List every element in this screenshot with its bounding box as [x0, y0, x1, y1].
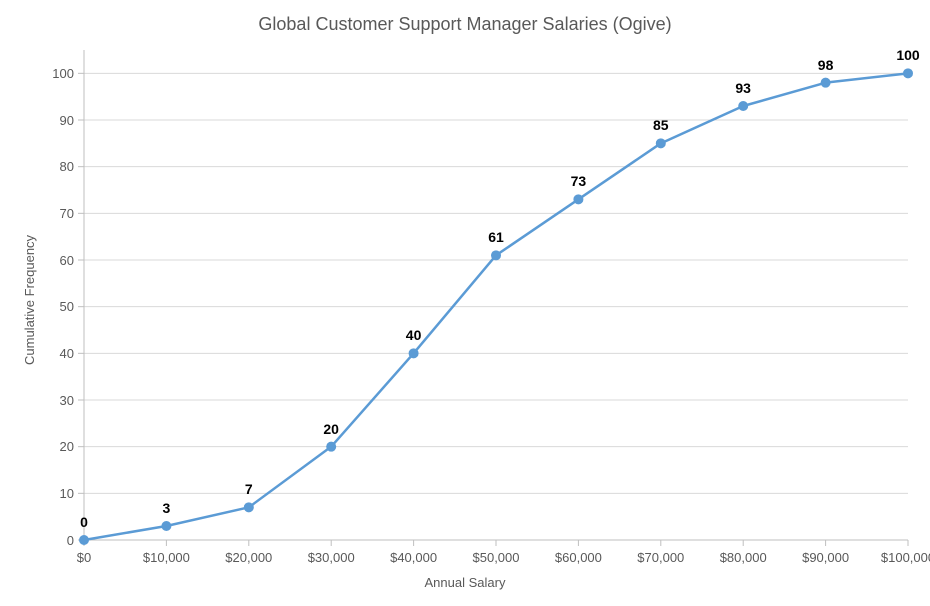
x-tick-label: $50,000	[473, 550, 520, 565]
data-point-label: 73	[571, 173, 587, 189]
y-tick-label: 80	[60, 159, 74, 174]
y-tick-label: 90	[60, 113, 74, 128]
data-point-label: 20	[323, 421, 339, 437]
x-tick-label: $70,000	[637, 550, 684, 565]
data-point-label: 0	[80, 514, 88, 530]
y-tick-label: 70	[60, 206, 74, 221]
x-tick-label: $90,000	[802, 550, 849, 565]
data-point-label: 40	[406, 327, 422, 343]
y-tick-label: 30	[60, 393, 74, 408]
data-point-label: 98	[818, 57, 834, 73]
x-tick-label: $60,000	[555, 550, 602, 565]
y-tick-label: 40	[60, 346, 74, 361]
chart-container: Global Customer Support Manager Salaries…	[0, 0, 930, 606]
y-tick-label: 20	[60, 439, 74, 454]
data-point-label: 7	[245, 481, 253, 497]
data-point-label: 85	[653, 117, 669, 133]
x-tick-label: $10,000	[143, 550, 190, 565]
x-tick-label: $20,000	[225, 550, 272, 565]
data-point-label: 61	[488, 229, 504, 245]
x-tick-label: $80,000	[720, 550, 767, 565]
data-point-label: 93	[735, 80, 751, 96]
x-tick-label: $40,000	[390, 550, 437, 565]
data-point-label: 3	[162, 500, 170, 516]
data-point-label: 100	[896, 47, 919, 63]
plot-svg	[0, 0, 930, 606]
x-tick-label: $100,000	[881, 550, 930, 565]
y-tick-label: 60	[60, 253, 74, 268]
y-tick-label: 50	[60, 299, 74, 314]
x-tick-label: $30,000	[308, 550, 355, 565]
y-tick-label: 0	[67, 533, 74, 548]
x-tick-label: $0	[77, 550, 91, 565]
y-tick-label: 100	[52, 66, 74, 81]
y-tick-label: 10	[60, 486, 74, 501]
